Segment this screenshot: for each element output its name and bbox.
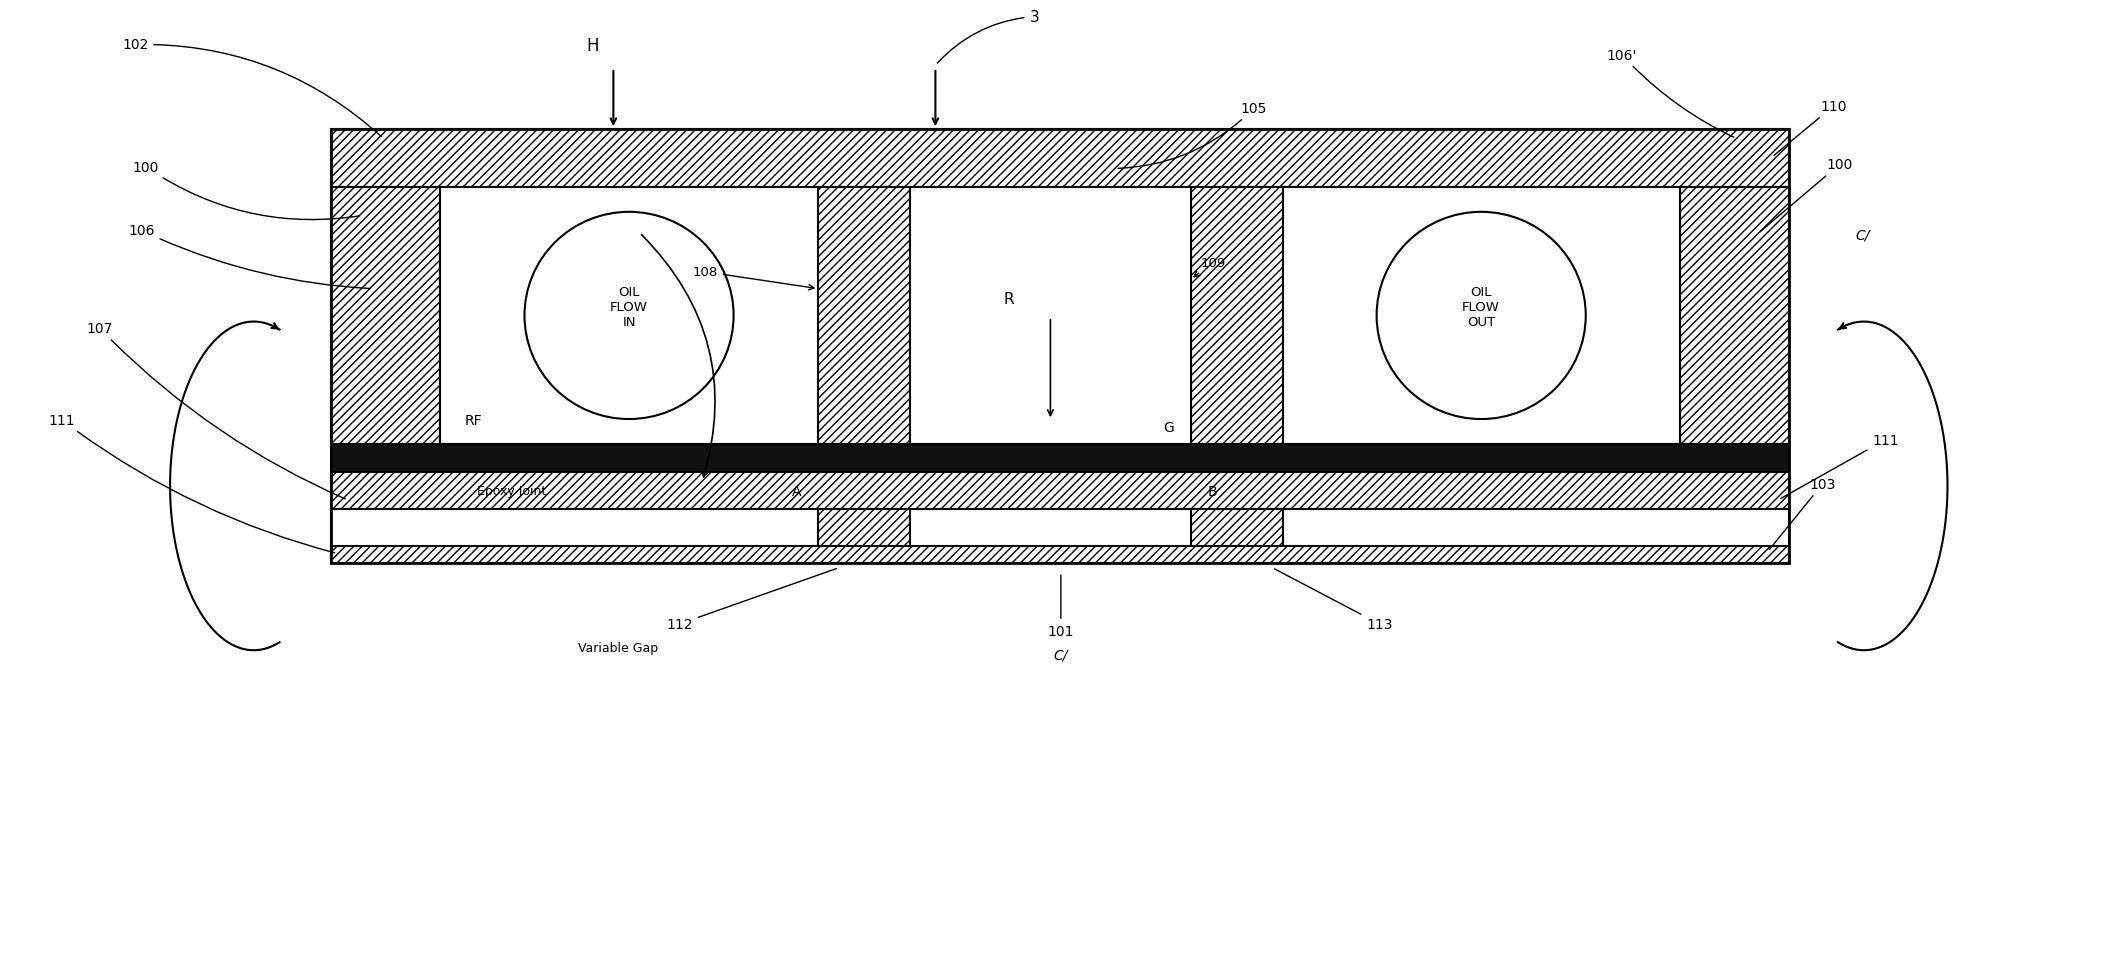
Text: G: G [1164, 420, 1175, 435]
Text: B: B [1208, 484, 1217, 498]
Ellipse shape [1377, 213, 1585, 419]
Text: R: R [1004, 292, 1015, 306]
Bar [330, 510, 819, 563]
Text: 100: 100 [133, 160, 360, 220]
Bar [1282, 510, 1789, 563]
Text: 3: 3 [937, 10, 1040, 64]
Text: 109: 109 [1194, 256, 1227, 277]
Bar [1191, 510, 1282, 563]
Text: 110: 110 [1775, 100, 1846, 156]
Bar [330, 188, 440, 444]
Bar [440, 188, 819, 444]
Text: 106: 106 [128, 224, 370, 289]
Text: OIL
FLOW
IN: OIL FLOW IN [610, 285, 648, 328]
Ellipse shape [524, 213, 735, 419]
Text: RF: RF [465, 414, 482, 428]
Bar [1191, 188, 1282, 444]
Text: Epoxy Joint: Epoxy Joint [478, 484, 547, 497]
Bar [330, 473, 1789, 510]
Text: 102: 102 [122, 38, 381, 137]
Text: C/: C/ [1055, 648, 1067, 661]
Bar [330, 546, 1789, 563]
Bar [819, 188, 909, 444]
Text: OIL
FLOW
OUT: OIL FLOW OUT [1463, 285, 1501, 328]
Text: 108: 108 [693, 266, 815, 291]
Text: 100: 100 [1760, 158, 1852, 233]
Text: 111: 111 [48, 414, 335, 553]
Text: A: A [791, 484, 802, 498]
Text: 113: 113 [1274, 569, 1394, 631]
Bar [330, 130, 1789, 188]
Text: C/: C/ [1855, 228, 1869, 242]
Bar [1680, 188, 1789, 444]
Bar [330, 444, 1789, 473]
Text: H: H [585, 37, 598, 55]
Text: 103: 103 [1770, 477, 1836, 550]
Text: Variable Gap: Variable Gap [577, 641, 659, 654]
Bar [330, 130, 1789, 563]
Bar [819, 510, 909, 563]
Text: 107: 107 [86, 322, 345, 499]
Bar [1282, 188, 1680, 444]
Text: 101: 101 [1048, 576, 1074, 639]
Text: 111: 111 [1781, 434, 1899, 499]
Text: 112: 112 [667, 569, 836, 631]
Bar [909, 188, 1191, 444]
Text: 106': 106' [1606, 49, 1735, 138]
Text: 105: 105 [1118, 102, 1267, 170]
